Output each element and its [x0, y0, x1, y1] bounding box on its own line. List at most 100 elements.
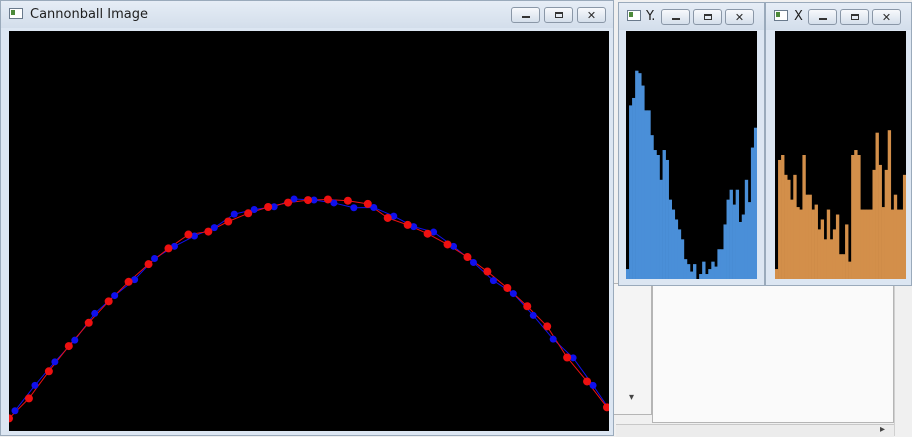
x-hist-bar: [811, 209, 815, 279]
trajectory-plot: [5, 195, 617, 423]
estimated-point: [84, 318, 93, 327]
measured-point: [489, 277, 497, 285]
measured-point: [151, 255, 159, 263]
measured-point: [450, 242, 458, 250]
y-hist-bar: [723, 224, 727, 279]
estimated-point: [603, 403, 611, 412]
estimated-point: [563, 353, 572, 362]
y-minimize-button[interactable]: [661, 9, 690, 25]
y-hist-bar: [680, 239, 685, 279]
x-hist-bar: [860, 209, 864, 279]
x-hist-bar: [826, 209, 831, 279]
x-hist-bar: [808, 194, 812, 279]
x-close-button[interactable]: ✕: [872, 9, 901, 25]
x-hist-bar: [832, 229, 837, 279]
y-hist-bar: [662, 150, 666, 279]
x-hist-bar: [893, 194, 898, 279]
y-title-bar[interactable]: Y. ✕: [619, 3, 764, 30]
background-panel-right: [652, 283, 894, 423]
x-hist-bar: [799, 209, 803, 279]
y-hist-bar: [744, 179, 749, 279]
x-hist-bar: [796, 207, 800, 279]
y-hist-bar: [665, 159, 669, 279]
estimated-point: [64, 342, 73, 351]
close-button[interactable]: ✕: [577, 7, 606, 23]
y-hist-bar: [644, 110, 648, 279]
x-hist-bar: [814, 204, 818, 279]
x-hist-bar: [881, 207, 885, 279]
y-hist-bar: [677, 229, 682, 279]
x-hist-bar: [817, 229, 821, 279]
x-minimize-button[interactable]: [808, 9, 837, 25]
y-window-icon: [627, 10, 641, 21]
estimated-point: [284, 198, 293, 207]
x-hist-bar: [884, 169, 889, 279]
measured-point: [350, 204, 358, 212]
x-hist-bar: [899, 209, 904, 279]
measured-point: [111, 292, 119, 300]
y-window-title: Y.: [646, 9, 656, 24]
scrollbar-down-arrow[interactable]: ▾: [629, 392, 635, 403]
x-hist-bar: [842, 254, 846, 279]
x-hist-bar: [875, 132, 879, 279]
x-hist-bar: [781, 155, 785, 279]
x-hist-bar: [784, 174, 788, 279]
estimated-point: [244, 209, 253, 218]
y-hist-bar: [750, 147, 755, 279]
title-bar[interactable]: Cannonball Image ✕: [1, 1, 613, 28]
x-hist-bar: [778, 159, 782, 279]
estimated-point: [164, 244, 173, 253]
estimated-point: [443, 240, 452, 249]
x-hist-bar: [820, 219, 825, 279]
y-hist-bar: [747, 202, 752, 279]
scrollbar-right-arrow[interactable]: ▸: [880, 424, 886, 435]
y-hist-bar: [671, 209, 676, 279]
y-hist-bar: [653, 150, 657, 279]
y-hist-bar: [689, 271, 694, 279]
horizontal-scrollbar[interactable]: [616, 424, 894, 437]
x-hist-bar: [793, 174, 797, 279]
x-hist-bar: [851, 155, 855, 279]
estimated-point: [543, 322, 552, 331]
measured-point: [509, 290, 517, 298]
y-hist-bar: [753, 127, 758, 279]
estimated-point: [383, 213, 392, 222]
measured-point: [569, 354, 577, 362]
minimize-button[interactable]: [511, 7, 540, 23]
estimated-point: [24, 394, 33, 403]
estimated-point: [363, 199, 372, 208]
estimated-point: [184, 230, 193, 239]
estimated-point: [124, 277, 133, 286]
vertical-scrollbar[interactable]: [894, 283, 912, 436]
y-hist-bar: [726, 199, 730, 279]
measured-point: [270, 203, 278, 211]
x-maximize-button[interactable]: [840, 9, 869, 25]
x-hist-bar: [887, 130, 892, 279]
y-hist-bar: [711, 261, 715, 279]
x-title-bar[interactable]: X ✕: [766, 3, 911, 30]
x-hist-bar: [854, 150, 858, 279]
measured-point: [370, 204, 378, 212]
y-hist-bar: [717, 249, 721, 279]
y-hist-bar: [714, 266, 718, 279]
y-hist-bar: [686, 264, 691, 279]
x-hist-bar: [845, 224, 849, 279]
x-hist-bar: [835, 214, 840, 279]
maximize-button[interactable]: [544, 7, 573, 23]
measured-point: [71, 336, 79, 344]
x-window-title: X: [794, 9, 803, 24]
measured-point: [190, 232, 198, 240]
y-hist-bar: [729, 189, 733, 279]
measured-point: [390, 212, 398, 220]
cannonball-window: Cannonball Image ✕: [0, 0, 614, 436]
y-close-button[interactable]: ✕: [725, 9, 754, 25]
measured-point: [589, 381, 597, 389]
y-hist-bar: [629, 105, 633, 280]
y-hist-bar: [626, 269, 630, 279]
y-hist-bar: [699, 274, 703, 279]
y-hist-bar: [647, 110, 651, 279]
y-hist-bar: [635, 70, 639, 280]
y-hist-bar: [674, 219, 679, 279]
y-maximize-button[interactable]: [693, 9, 722, 25]
measured-point: [31, 381, 39, 389]
